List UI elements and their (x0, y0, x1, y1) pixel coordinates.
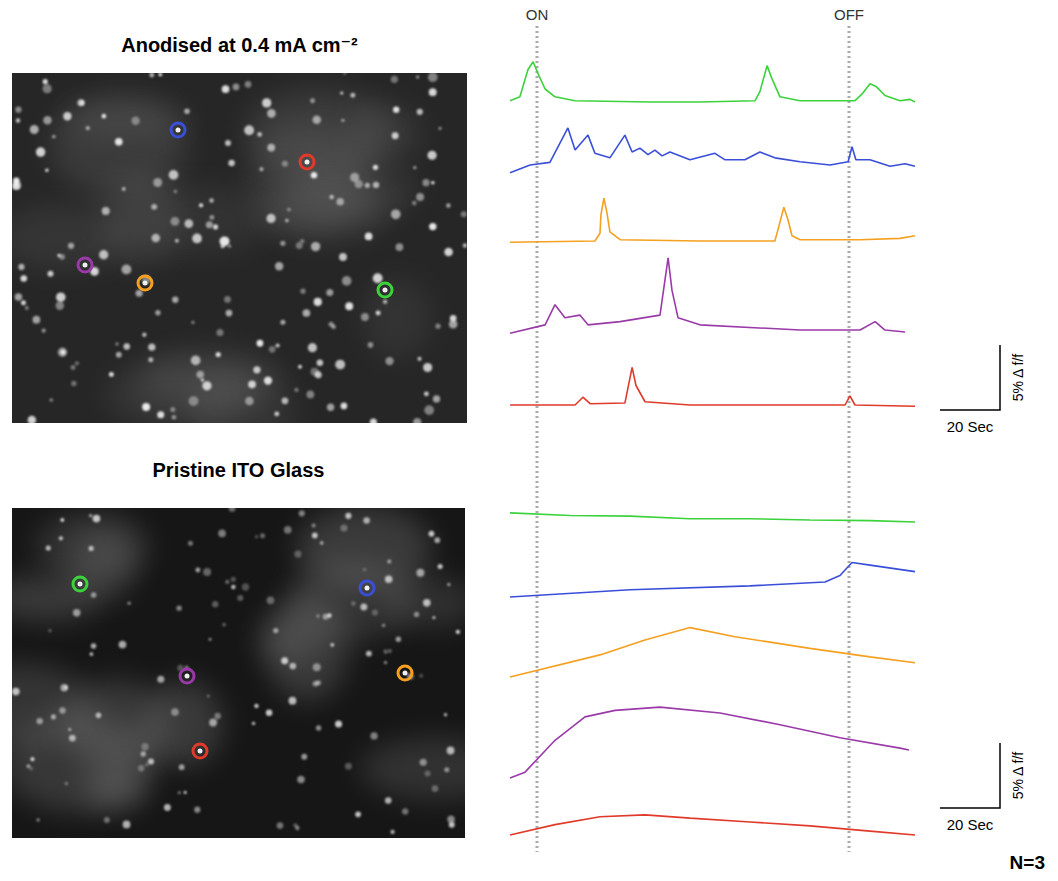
svg-text:Pristine ITO Glass: Pristine ITO Glass (153, 459, 325, 481)
svg-text:20 Sec: 20 Sec (947, 816, 994, 833)
svg-text:ON: ON (526, 6, 549, 23)
svg-text:OFF: OFF (834, 6, 864, 23)
svg-text:N=3: N=3 (1010, 852, 1045, 873)
svg-text:5% Δ f/f: 5% Δ f/f (1010, 752, 1026, 800)
svg-text:20 Sec: 20 Sec (947, 418, 994, 435)
svg-text:5% Δ f/f: 5% Δ f/f (1010, 354, 1026, 402)
svg-text:Anodised at 0.4 mA cm⁻²: Anodised at 0.4 mA cm⁻² (121, 34, 358, 56)
